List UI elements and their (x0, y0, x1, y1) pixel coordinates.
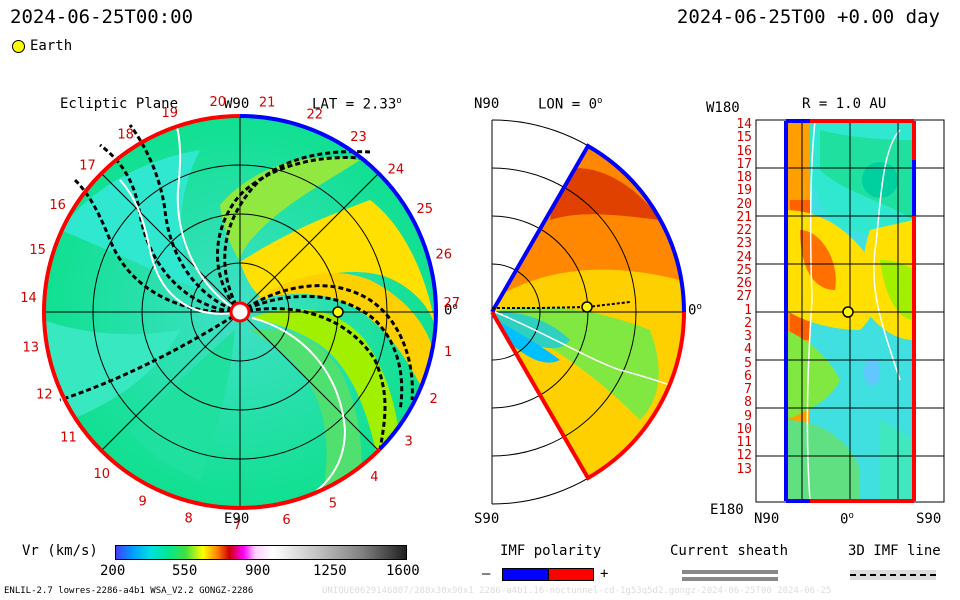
carrington-number: 11 (60, 431, 77, 446)
carrington-number: 19 (162, 106, 179, 121)
carrington-number: 21 (259, 96, 276, 111)
carrington-number: 25 (417, 202, 434, 217)
ecliptic-lat-label: LAT = 2.33o (312, 96, 402, 113)
carrington-number: 24 (388, 162, 405, 177)
radial-row-label: 1 (744, 302, 752, 318)
carrington-number: 3 (404, 435, 412, 450)
radial-row-label: 13 (736, 461, 752, 477)
radial-row-label: 26 (736, 276, 752, 291)
colorbar-tick-1600: 1600 (386, 563, 420, 579)
radial-bottom-n90: N90 (754, 511, 780, 527)
radial-r-label: R = 1.0 AU (802, 96, 887, 112)
carrington-number: 12 (36, 388, 53, 403)
carrington-number: 10 (94, 467, 111, 482)
radial-row-label: 2 (744, 315, 752, 331)
imf-line-swatch (850, 574, 936, 576)
current-sheath-swatch-2 (682, 577, 778, 581)
current-sheath-swatch-1 (682, 570, 778, 574)
radial-row-label: 25 (736, 262, 752, 278)
meridional-lon-label: LON = 0o (538, 96, 603, 113)
radial-row-label: 12 (736, 448, 752, 464)
colorbar-tick-1250: 1250 (313, 563, 347, 579)
radial-row-label: 16 (736, 143, 752, 159)
radial-row-label: 6 (744, 368, 752, 384)
carrington-number: 17 (79, 159, 96, 174)
radial-row-label: 19 (736, 183, 752, 199)
carrington-number: 20 (210, 95, 227, 110)
colorbar-tick-200: 200 (100, 563, 126, 579)
carrington-number: 8 (185, 512, 193, 527)
earth-marker-icon (332, 306, 344, 318)
radial-row-label: 11 (736, 435, 752, 450)
faint-run-info: UNIQUE0629146807/288x30x90x1 2286-a4b1.1… (322, 586, 832, 596)
meridional-bottom-label: S90 (474, 511, 500, 527)
radial-row-label: 10 (736, 421, 752, 437)
carrington-number: 14 (20, 291, 37, 306)
carrington-number: 16 (49, 198, 66, 213)
colorbar-tick-900: 900 (245, 563, 271, 579)
radial-row-label: 5 (744, 355, 752, 371)
sun-icon (229, 301, 251, 323)
radial-surface-plot (755, 119, 945, 503)
model-info: ENLIL-2.7 lowres-2286-a4b1 WSA_V2.2 GONG… (4, 586, 254, 596)
carrington-number: 18 (117, 128, 134, 143)
ecliptic-top-label: W90 (224, 96, 250, 112)
carrington-number: 1 (444, 345, 452, 360)
radial-row-label: 17 (736, 156, 752, 172)
radial-bottom-zero: 0o (840, 511, 854, 528)
radial-row-label: 20 (736, 196, 752, 212)
earth-legend-label: Earth (30, 38, 73, 54)
datetime-left: 2024-06-25T00:00 (10, 6, 194, 28)
ecliptic-right-label: 0o (444, 302, 458, 319)
carrington-number: 9 (139, 494, 147, 509)
radial-row-label: 4 (744, 342, 752, 358)
carrington-number: 22 (307, 108, 324, 123)
radial-row-label: 27 (736, 289, 752, 305)
radial-row-label: 9 (744, 408, 752, 424)
imf-positive-swatch (548, 568, 594, 581)
earth-legend-icon (12, 40, 25, 53)
radial-row-label: 15 (736, 130, 752, 146)
imf-line-label: 3D IMF line (848, 543, 941, 559)
carrington-number: 4 (370, 470, 378, 485)
radial-row-label: 3 (744, 329, 752, 344)
colorbar-tick-550: 550 (172, 563, 198, 579)
radial-bottom-s90: S90 (916, 511, 942, 527)
radial-row-label: 14 (736, 117, 752, 132)
ecliptic-bottom-label: E90 (224, 511, 250, 527)
carrington-number: 27 (444, 296, 461, 311)
meridional-plane-plot (490, 119, 686, 505)
carrington-number: 6 (282, 513, 290, 528)
radial-bottom-left-label: E180 (710, 502, 744, 518)
colorbar-label: Vr (km/s) (22, 543, 98, 559)
radial-row-label: 23 (736, 236, 752, 252)
radial-row-label: 8 (744, 395, 752, 411)
carrington-number: 2 (430, 392, 438, 407)
carrington-number: 7 (233, 518, 241, 533)
imf-polarity-label: IMF polarity (500, 543, 602, 559)
carrington-number: 23 (350, 130, 367, 145)
current-sheath-label: Current sheath (670, 543, 789, 559)
radial-row-label: 24 (736, 249, 752, 265)
imf-minus-label: – (482, 566, 491, 582)
radial-row-label: 18 (736, 170, 752, 185)
carrington-number: 15 (29, 243, 46, 258)
radial-top-left-label: W180 (706, 100, 740, 116)
imf-negative-swatch (502, 568, 549, 581)
radial-row-label: 7 (744, 382, 752, 397)
meridional-top-label: N90 (474, 96, 500, 112)
earth-marker-meridional-icon (581, 301, 593, 313)
ecliptic-title: Ecliptic Plane (60, 96, 179, 112)
imf-plus-label: + (600, 566, 609, 582)
carrington-number: 26 (436, 248, 453, 263)
carrington-number: 13 (23, 340, 40, 355)
earth-marker-radial-icon (842, 306, 854, 318)
radial-row-label: 22 (736, 223, 752, 238)
meridional-right-label: 0o (688, 302, 702, 319)
vr-colorbar (115, 545, 407, 560)
carrington-number: 5 (329, 497, 337, 512)
radial-row-label: 21 (736, 209, 752, 225)
datetime-right: 2024-06-25T00 +0.00 day (676, 6, 940, 28)
